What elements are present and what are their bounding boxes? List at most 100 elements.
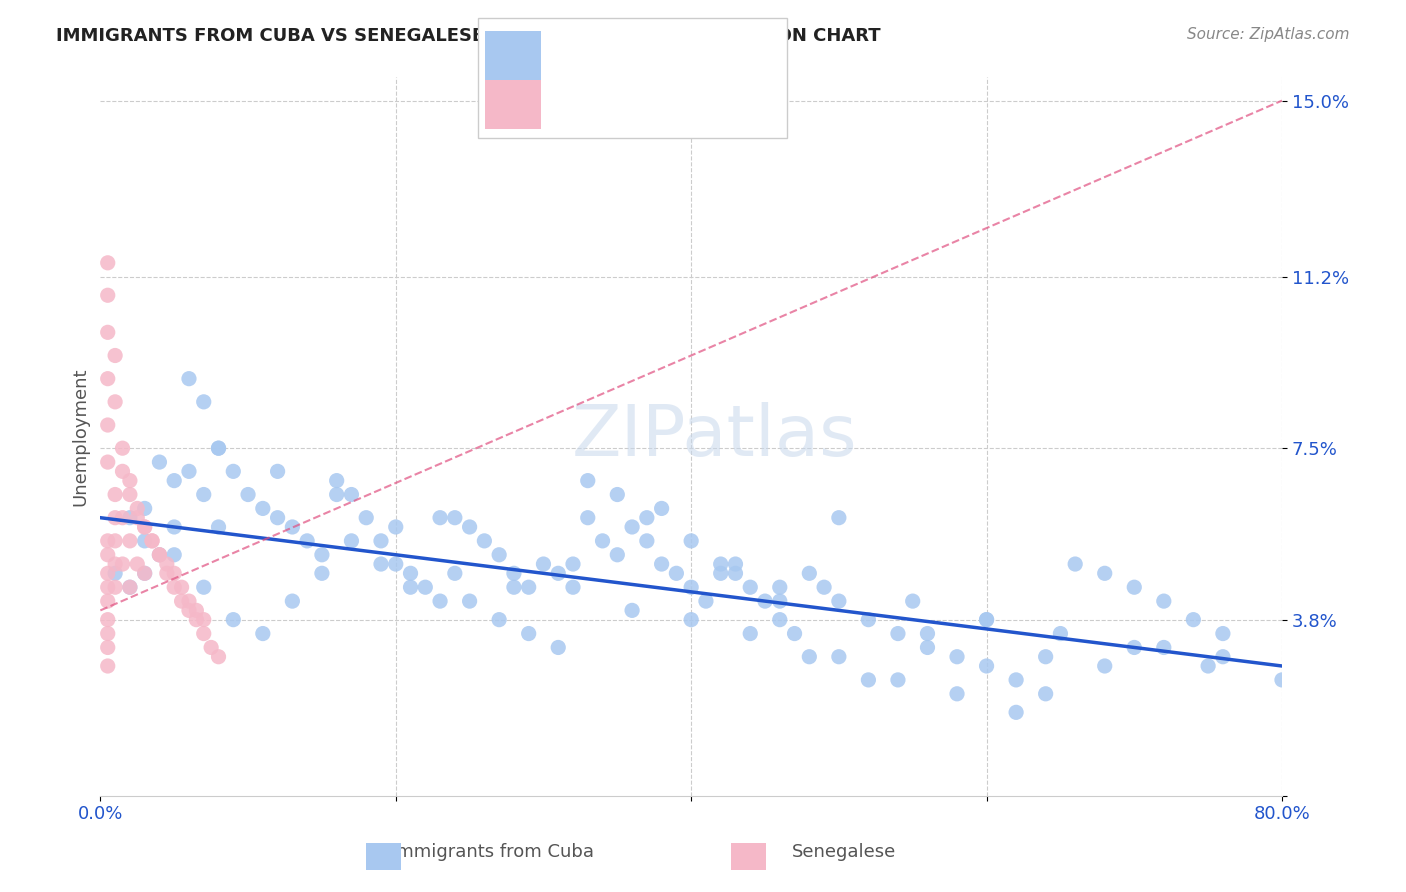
Point [651,501,673,516]
Point [1035,649,1057,664]
Point [488,548,510,562]
Point [222,464,245,478]
Point [148,548,170,562]
Point [443,566,465,581]
Point [207,441,229,455]
Point [97,580,120,594]
Point [340,533,363,548]
Point [193,580,215,594]
Point [97,548,120,562]
Point [354,510,377,524]
Point [97,594,120,608]
Point [1035,687,1057,701]
Point [156,557,179,571]
Point [399,566,422,581]
Point [266,464,288,478]
Point [710,566,733,581]
Point [576,474,599,488]
Point [917,626,939,640]
Point [193,394,215,409]
Text: R =  0.051   N =  54: R = 0.051 N = 54 [553,98,734,116]
Point [97,417,120,432]
Point [252,501,274,516]
Point [1153,640,1175,655]
Point [1123,580,1146,594]
Point [141,533,163,548]
Point [828,594,851,608]
Point [636,510,658,524]
Point [517,580,540,594]
Point [97,640,120,655]
Point [370,557,392,571]
Point [636,533,658,548]
Point [1197,659,1219,673]
Point [562,580,585,594]
Point [141,533,163,548]
Point [163,474,186,488]
Point [193,487,215,501]
Point [681,613,703,627]
Point [118,487,141,501]
Point [193,613,215,627]
Text: R = -0.388   N = 123: R = -0.388 N = 123 [553,49,741,67]
Point [399,580,422,594]
Point [592,533,614,548]
Point [606,548,628,562]
Point [429,594,451,608]
Point [207,520,229,534]
Point [1094,566,1116,581]
Point [681,580,703,594]
Point [127,501,149,516]
Point [295,533,318,548]
Point [901,594,924,608]
Text: Source: ZipAtlas.com: Source: ZipAtlas.com [1187,27,1350,42]
Point [186,603,208,617]
Point [200,640,222,655]
Point [828,510,851,524]
Point [340,487,363,501]
Point [325,474,347,488]
Point [651,557,673,571]
Point [769,613,792,627]
Point [533,557,555,571]
Point [1182,613,1205,627]
Point [236,487,259,501]
Point [325,487,347,501]
Point [576,510,599,524]
Point [134,520,156,534]
Point [1094,659,1116,673]
Point [917,640,939,655]
Point [1123,640,1146,655]
Point [488,613,510,627]
Point [429,510,451,524]
Point [681,533,703,548]
Point [724,557,747,571]
Point [887,673,910,687]
Point [695,594,717,608]
Point [1005,673,1028,687]
Point [111,510,134,524]
Point [1153,594,1175,608]
Point [665,566,688,581]
Text: ZIPatlas: ZIPatlas [572,402,858,471]
Point [177,594,200,608]
Point [1049,626,1071,640]
Point [177,464,200,478]
Point [97,566,120,581]
Text: Immigrants from Cuba: Immigrants from Cuba [391,843,593,861]
Point [177,603,200,617]
Point [111,441,134,455]
Point [606,487,628,501]
Point [104,487,127,501]
Point [443,510,465,524]
Point [118,474,141,488]
Text: Senegalese: Senegalese [792,843,896,861]
Point [813,580,835,594]
Point [1212,649,1234,664]
Point [118,533,141,548]
Point [828,649,851,664]
Point [134,501,156,516]
Point [97,533,120,548]
Point [370,533,392,548]
Point [97,455,120,469]
